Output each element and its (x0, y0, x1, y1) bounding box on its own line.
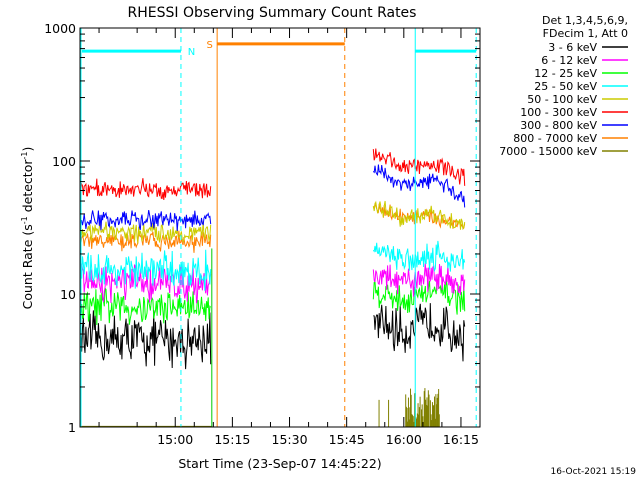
x-tick-label: 15:45 (329, 432, 365, 447)
series-line-post (372, 200, 466, 231)
y-axis-label-sup1: -1 (20, 216, 29, 224)
y-tick-label: 100 (52, 154, 76, 169)
x-tick-label: 15:00 (157, 432, 193, 447)
timestamp: 16-Oct-2021 15:19 (551, 467, 637, 477)
y-axis: 1 10 100 1000 (44, 21, 480, 435)
legend-header-line: Det 1,3,4,5,6,9, (542, 14, 628, 27)
series-line-pre (79, 221, 212, 244)
y-tick-label: 1 (68, 420, 76, 435)
legend-entry-label: 800 - 7000 keV (513, 132, 597, 145)
legend: Det 1,3,4,5,6,9,FDecim 1, Att 03 - 6 keV… (499, 14, 628, 158)
y-axis-label-sup2: -1 (20, 152, 29, 160)
series-line-pre (79, 310, 212, 370)
plot-area: NS (79, 28, 477, 427)
series-line-post (372, 148, 466, 186)
legend-entry-label: 25 - 50 keV (534, 80, 597, 93)
series-line-pre (79, 178, 212, 201)
plot-frame (79, 27, 481, 428)
series-line-pre (79, 230, 212, 253)
annotation-saa-label: S (206, 40, 212, 51)
legend-entry-label: 12 - 25 keV (534, 67, 597, 80)
legend-header-line: FDecim 1, Att 0 (543, 27, 628, 40)
x-tick-label: 16:00 (386, 432, 422, 447)
series-line-pre (79, 210, 212, 232)
legend-entry-label: 300 - 800 keV (520, 119, 597, 132)
x-axis: 15:00 15:15 15:30 15:45 16:00 16:15 (79, 28, 481, 447)
series-line-post (373, 303, 466, 362)
x-tick-label: 15:15 (214, 432, 250, 447)
series-line-pre (79, 287, 212, 326)
x-tick-label: 16:15 (443, 432, 479, 447)
legend-entry-label: 7000 - 15000 keV (499, 145, 597, 158)
series-line-pre (79, 249, 212, 291)
series-line-post (372, 277, 466, 315)
chart-title: RHESSI Observing Summary Count Rates (128, 5, 417, 21)
series-line-post (372, 164, 466, 208)
y-tick-label: 1000 (44, 21, 76, 36)
x-axis-label: Start Time (23-Sep-07 14:45:22) (178, 456, 381, 471)
legend-entry-label: 6 - 12 keV (541, 54, 597, 67)
y-axis-label-end: ) (20, 147, 35, 152)
series-line-pre (79, 263, 212, 304)
legend-entry-label: 3 - 6 keV (548, 41, 597, 54)
x-tick-label: 15:30 (272, 432, 308, 447)
y-tick-label: 10 (60, 287, 76, 302)
y-axis-label-main: Count Rate (s (20, 224, 35, 309)
annotation-night-label: N (188, 47, 195, 58)
series-line-post (372, 240, 466, 273)
y-axis-label-mid: detector (20, 159, 35, 217)
series-line-post (372, 263, 466, 297)
y-axis-label: Count Rate (s-1 detector-1) (20, 147, 35, 310)
legend-entry-label: 100 - 300 keV (520, 106, 597, 119)
legend-entry-label: 50 - 100 keV (527, 93, 597, 106)
